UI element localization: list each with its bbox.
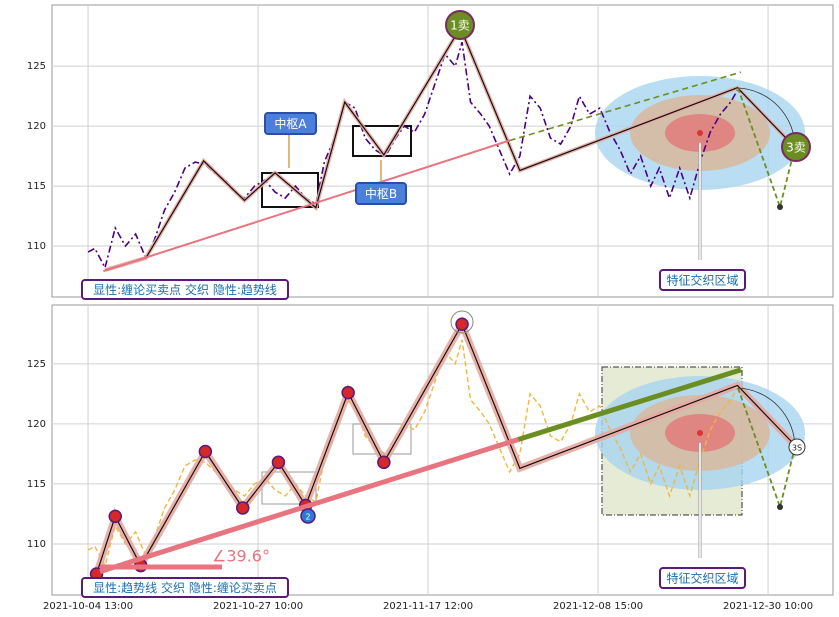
trend-line <box>103 139 510 273</box>
sell-marker <box>788 438 806 456</box>
trend-line <box>517 367 742 442</box>
y-tick-label: 125 <box>27 61 46 72</box>
annotation: 显性:趋势线 交织 隐性:缠论买卖点 <box>93 580 277 595</box>
forecast <box>737 387 796 511</box>
point-marker <box>271 455 286 470</box>
zhongshu <box>261 172 319 208</box>
label-box <box>81 279 289 300</box>
zhongshu <box>352 125 412 157</box>
trend-line <box>509 71 742 142</box>
label-box <box>81 577 289 598</box>
sell-marker <box>450 310 474 334</box>
point-marker <box>198 444 213 459</box>
forecast-point <box>777 504 783 510</box>
price-line <box>87 339 739 568</box>
annotation: 显性:缠论买卖点 交织 隐性:趋势线 <box>93 282 277 297</box>
point-marker <box>341 385 355 400</box>
label-box <box>659 567 746 589</box>
x-tick-label: 2021-11-17 12:00 <box>383 601 473 612</box>
annotation: 中枢B <box>365 186 397 201</box>
trend-line <box>99 437 519 574</box>
point-marker <box>108 509 122 524</box>
annotation: 1卖 <box>450 19 470 33</box>
x-tick-label: 2021-10-27 10:00 <box>213 601 303 612</box>
annotation: 2 <box>305 513 310 522</box>
annotation: 特征交织区域 <box>666 273 738 288</box>
point-marker <box>377 455 391 470</box>
x-tick-label: 2021-12-30 10:00 <box>723 601 813 612</box>
arc <box>737 387 796 448</box>
sell-marker <box>445 10 475 40</box>
annotation: ∠39.6° <box>212 547 270 566</box>
label-box <box>659 269 746 291</box>
buy-marker <box>300 508 316 524</box>
y-tick-label: 110 <box>27 539 46 550</box>
sell-marker <box>781 132 811 162</box>
bi-line <box>104 26 796 271</box>
x-tick-label: 2021-12-08 15:00 <box>553 601 643 612</box>
y-tick-label: 115 <box>27 479 46 490</box>
y-tick-label: 125 <box>27 359 46 370</box>
annotation: 中枢A <box>274 116 307 131</box>
region-center <box>697 430 703 436</box>
forecast-point <box>777 204 783 210</box>
x-tick-label: 2021-10-04 13:00 <box>43 601 133 612</box>
y-tick-label: 120 <box>27 419 46 430</box>
label-box <box>355 182 407 205</box>
annotation: 3S <box>792 444 802 453</box>
y-tick-label: 120 <box>27 121 46 132</box>
y-tick-label: 110 <box>27 241 46 252</box>
annotation: 特征交织区域 <box>666 571 738 586</box>
forecast <box>737 87 796 211</box>
label-box <box>264 112 317 135</box>
y-tick-label: 115 <box>27 181 46 192</box>
point-marker <box>235 501 250 515</box>
price-line <box>87 41 739 270</box>
point-marker <box>455 317 469 331</box>
annotation: 3卖 <box>786 141 806 155</box>
region-center <box>697 130 703 136</box>
